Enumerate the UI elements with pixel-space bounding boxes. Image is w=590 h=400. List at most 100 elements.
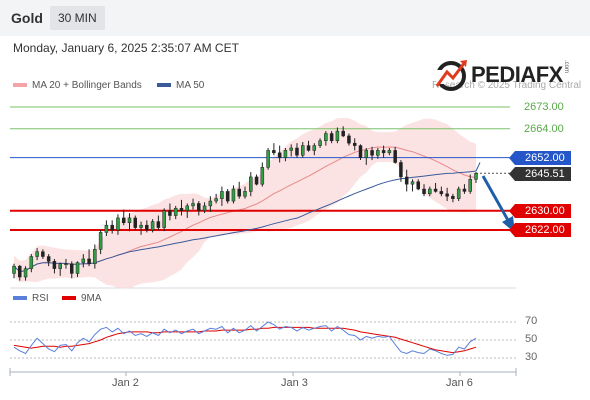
candle	[324, 131, 328, 146]
chart-header: Gold 30 MIN	[0, 0, 590, 36]
candle-body	[370, 150, 374, 156]
x-tick-jan-2: Jan 2	[112, 377, 139, 389]
candle-body	[70, 263, 74, 274]
candle	[104, 220, 109, 237]
candle	[46, 254, 51, 267]
candle	[283, 148, 288, 162]
level-2630-tag: 2630.00	[509, 204, 571, 218]
candle-body	[52, 261, 57, 269]
candle-body	[202, 205, 207, 211]
candle-body	[456, 188, 461, 199]
candle	[399, 160, 403, 182]
candle	[87, 249, 91, 267]
logo-emblem-icon	[435, 60, 467, 91]
candle-body	[352, 142, 357, 146]
candle	[185, 203, 189, 218]
candle	[416, 179, 420, 191]
ma9-legend-label: 9MA	[81, 293, 102, 304]
candle	[387, 148, 392, 156]
ma50-line	[13, 162, 481, 273]
candle	[335, 127, 340, 144]
candle	[439, 186, 444, 197]
candle-body	[98, 232, 103, 250]
candle	[162, 208, 166, 232]
candle-body	[110, 224, 114, 231]
candle	[410, 179, 415, 192]
candle-body	[185, 205, 189, 211]
candle-body	[179, 208, 184, 211]
candle-body	[214, 198, 218, 202]
candle-body	[139, 224, 143, 228]
ma9-swatch-icon	[62, 296, 76, 301]
candle	[168, 203, 172, 221]
candle	[52, 258, 57, 274]
candle-body	[249, 176, 253, 192]
candle-body	[225, 191, 230, 202]
candle	[18, 264, 22, 281]
candle	[254, 174, 259, 186]
candle-body	[387, 150, 392, 154]
bollinger-band-area	[14, 118, 476, 289]
candle-body	[445, 193, 449, 197]
candle-body	[347, 135, 351, 144]
pediafx-logo: PEDIAFX .com	[433, 58, 578, 92]
candle-body	[433, 188, 438, 192]
candle	[260, 162, 265, 187]
candle	[70, 261, 74, 279]
rsi-level-70: 70	[525, 315, 538, 327]
legend-rsi: RSI	[13, 293, 49, 304]
candle-body	[335, 130, 340, 142]
candle-body	[341, 130, 345, 137]
rsi-level-50: 50	[525, 333, 538, 345]
candle	[41, 249, 45, 259]
candle-body	[168, 210, 172, 216]
candle-body	[393, 150, 397, 163]
candle	[220, 186, 224, 206]
candle	[474, 172, 478, 183]
candle	[116, 214, 120, 235]
rsi-legend-label: RSI	[32, 293, 49, 304]
candle	[318, 138, 322, 148]
candle-body	[404, 176, 409, 185]
candle-body	[104, 224, 109, 233]
candle-body	[220, 191, 224, 199]
candle-body	[410, 181, 415, 185]
candle-body	[277, 152, 282, 158]
rsi-level-30: 30	[525, 351, 538, 363]
candle	[208, 196, 213, 212]
candle-body	[35, 251, 39, 257]
candle-body	[243, 191, 247, 197]
candle-body	[237, 188, 241, 197]
candle	[225, 189, 230, 204]
candle-body	[312, 145, 317, 151]
candle	[306, 140, 311, 152]
candle	[329, 131, 334, 144]
candle-body	[451, 195, 455, 199]
candle-body	[468, 179, 472, 192]
candle-body	[260, 167, 265, 185]
candle-body	[231, 188, 236, 202]
symbol-label: Gold	[11, 10, 43, 26]
ma20-legend-label: MA 20 + Bollinger Bands	[32, 80, 142, 91]
ma50-legend-label: MA 50	[176, 80, 205, 91]
candle	[110, 220, 114, 234]
candle-body	[295, 147, 299, 156]
candle-body	[41, 251, 45, 257]
candle	[202, 202, 207, 214]
candle-body	[145, 224, 149, 231]
candle-body	[46, 256, 51, 262]
rsi-swatch-icon	[13, 296, 27, 301]
candle-body	[133, 217, 138, 228]
candle	[197, 201, 201, 216]
candle	[341, 126, 345, 138]
candle-body	[439, 191, 444, 195]
timeframe-button[interactable]: 30 MIN	[50, 6, 105, 30]
candle-body	[376, 150, 380, 156]
candle	[243, 186, 247, 199]
candle	[295, 143, 299, 158]
candle-body	[358, 145, 363, 158]
candle-body	[81, 258, 86, 263]
candle	[301, 141, 305, 158]
